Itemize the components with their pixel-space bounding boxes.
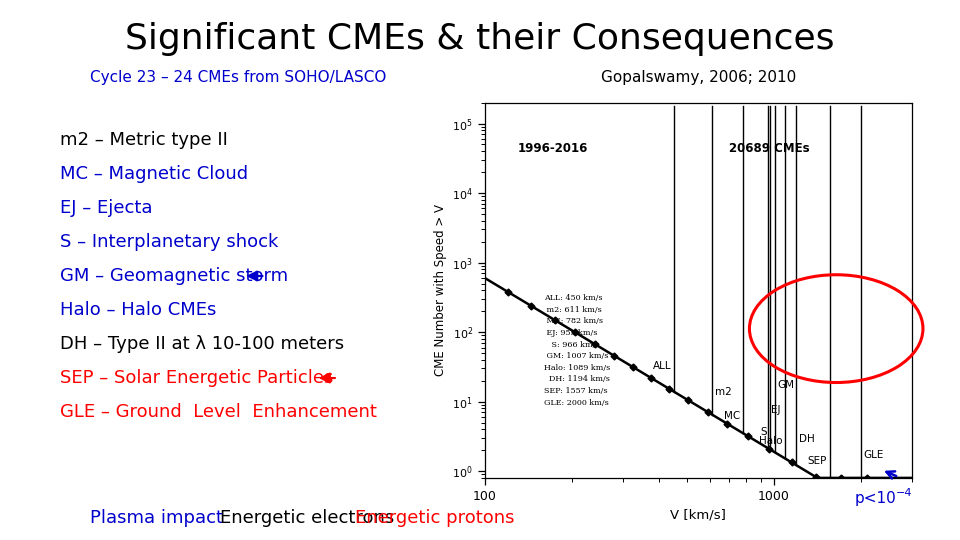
Text: EJ – Ejecta: EJ – Ejecta xyxy=(60,199,153,217)
Text: SEP – Solar Energetic Particles: SEP – Solar Energetic Particles xyxy=(60,369,333,387)
Text: Halo: Halo xyxy=(758,436,782,446)
Text: EJ: EJ xyxy=(771,405,780,415)
Text: Significant CMEs & their Consequences: Significant CMEs & their Consequences xyxy=(125,22,835,56)
Text: Energetic protons: Energetic protons xyxy=(355,509,515,527)
Text: S – Interplanetary shock: S – Interplanetary shock xyxy=(60,233,278,251)
Text: S: S xyxy=(760,427,767,437)
Text: m2: m2 xyxy=(714,387,732,397)
Text: ALL: ALL xyxy=(653,361,671,370)
Text: MC – Magnetic Cloud: MC – Magnetic Cloud xyxy=(60,165,248,183)
Text: m2 – Metric type II: m2 – Metric type II xyxy=(60,131,228,149)
Text: Cycle 23 – 24 CMEs from SOHO/LASCO: Cycle 23 – 24 CMEs from SOHO/LASCO xyxy=(90,70,386,85)
Text: p<10: p<10 xyxy=(855,490,897,505)
Text: −4: −4 xyxy=(896,488,913,498)
Text: GM: GM xyxy=(778,380,794,389)
Text: GM – Geomagnetic storm: GM – Geomagnetic storm xyxy=(60,267,288,285)
Text: 20689 CMEs: 20689 CMEs xyxy=(730,142,810,155)
Text: SEP: SEP xyxy=(807,456,828,465)
Text: 1996-2016: 1996-2016 xyxy=(517,142,588,155)
Text: GLE: GLE xyxy=(864,450,884,460)
Text: Halo – Halo CMEs: Halo – Halo CMEs xyxy=(60,301,216,319)
Y-axis label: CME Number with Speed > V: CME Number with Speed > V xyxy=(434,204,446,376)
Text: Plasma impact: Plasma impact xyxy=(90,509,223,527)
Text: GLE – Ground  Level  Enhancement: GLE – Ground Level Enhancement xyxy=(60,403,377,421)
Text: DH – Type II at λ 10-100 meters: DH – Type II at λ 10-100 meters xyxy=(60,335,344,353)
Text: ALL: 450 km/s
 m2: 611 km/s
 MC: 782 km/s
 EJ: 955 km/s
   S: 966 km/s
 GM: 1007: ALL: 450 km/s m2: 611 km/s MC: 782 km/s … xyxy=(543,294,611,407)
Text: Gopalswamy, 2006; 2010: Gopalswamy, 2006; 2010 xyxy=(601,70,796,85)
Text: DH: DH xyxy=(799,434,814,444)
Text: Energetic electrons: Energetic electrons xyxy=(220,509,395,527)
X-axis label: V [km/s]: V [km/s] xyxy=(670,508,727,521)
Text: MC: MC xyxy=(725,411,740,421)
